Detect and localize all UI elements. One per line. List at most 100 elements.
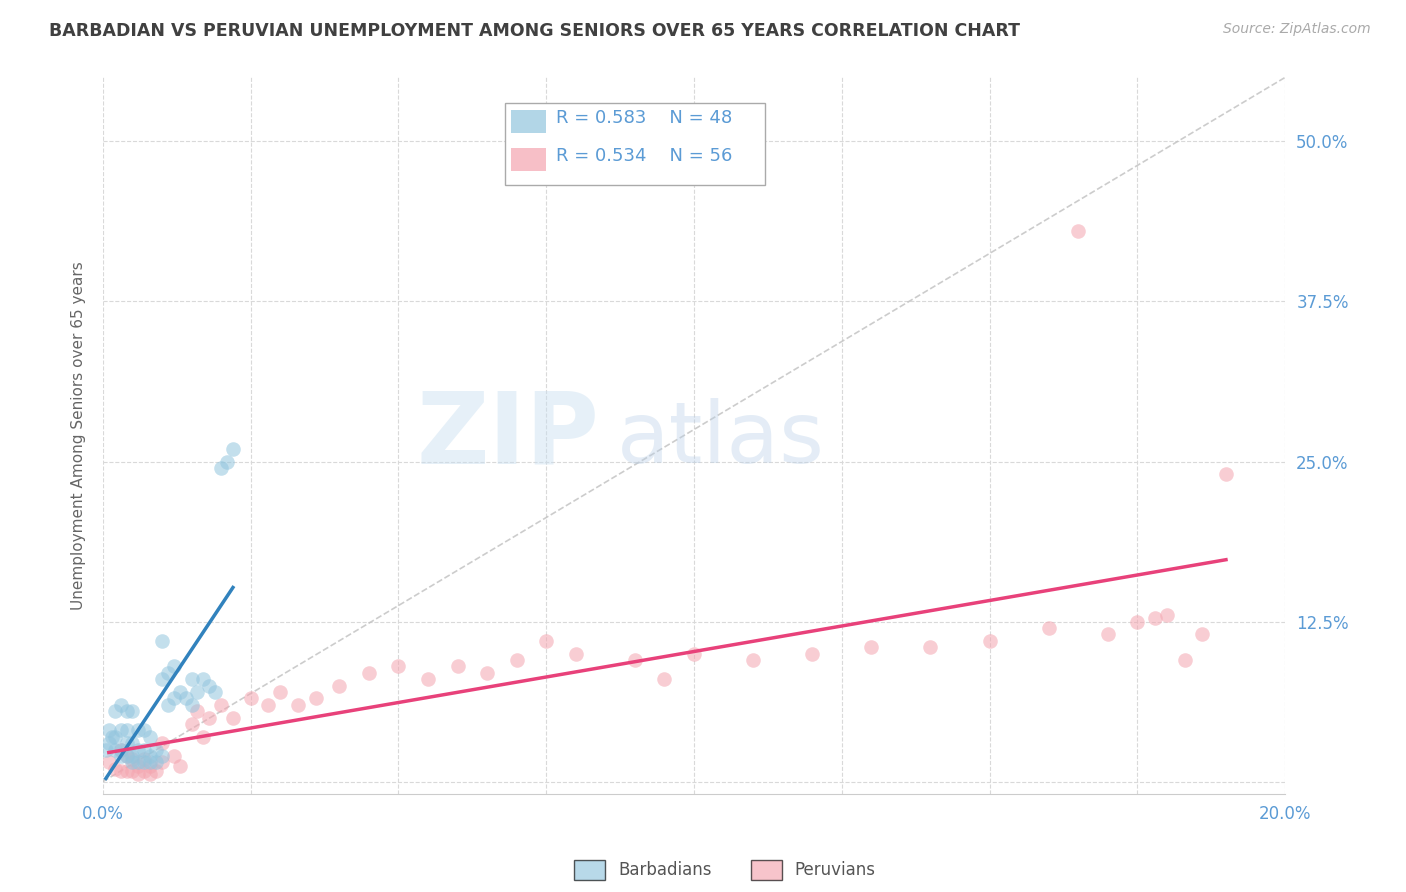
Point	[150, 756, 173, 770]
Point	[134, 751, 156, 765]
Point	[110, 742, 132, 756]
Point	[1038, 621, 1060, 635]
Point	[127, 767, 149, 781]
Point	[110, 748, 132, 763]
Point	[1156, 608, 1178, 623]
Point	[287, 698, 309, 712]
Text: ZIP: ZIP	[416, 387, 599, 484]
Point	[150, 672, 173, 686]
Point	[387, 659, 409, 673]
Point	[97, 723, 120, 738]
Point	[198, 710, 221, 724]
Point	[475, 665, 498, 680]
Point	[104, 704, 127, 718]
Point	[742, 653, 765, 667]
Point	[110, 723, 132, 738]
Point	[215, 454, 238, 468]
Point	[115, 723, 138, 738]
Point	[446, 659, 468, 673]
Point	[209, 461, 232, 475]
Point	[150, 748, 173, 763]
Point	[134, 742, 156, 756]
Text: R = 0.534    N = 56: R = 0.534 N = 56	[555, 147, 733, 165]
Point	[416, 672, 439, 686]
Y-axis label: Unemployment Among Seniors over 65 years: Unemployment Among Seniors over 65 years	[72, 261, 86, 610]
Point	[104, 762, 127, 776]
Point	[180, 717, 202, 731]
Point	[163, 748, 186, 763]
Point	[115, 736, 138, 750]
Point	[169, 685, 191, 699]
Point	[145, 764, 167, 779]
Point	[127, 742, 149, 756]
Point	[145, 742, 167, 756]
Text: Barbadians: Barbadians	[619, 861, 713, 879]
Point	[163, 691, 186, 706]
Point	[110, 742, 132, 756]
Point	[239, 691, 262, 706]
Point	[127, 759, 149, 773]
Text: atlas: atlas	[617, 398, 825, 481]
Point	[920, 640, 942, 654]
Point	[174, 691, 197, 706]
Point	[654, 672, 676, 686]
Point	[97, 756, 120, 770]
Text: Source: ZipAtlas.com: Source: ZipAtlas.com	[1223, 22, 1371, 37]
Point	[193, 730, 215, 744]
Point	[145, 756, 167, 770]
Point	[127, 723, 149, 738]
Point	[134, 764, 156, 779]
Point	[121, 736, 143, 750]
Point	[222, 442, 245, 456]
Point	[357, 665, 380, 680]
Point	[104, 742, 127, 756]
Point	[139, 759, 162, 773]
Point	[134, 756, 156, 770]
Point	[156, 665, 179, 680]
FancyBboxPatch shape	[510, 110, 546, 133]
Point	[624, 653, 647, 667]
Point	[156, 698, 179, 712]
Point	[186, 685, 208, 699]
Point	[139, 767, 162, 781]
Point	[115, 748, 138, 763]
Point	[150, 633, 173, 648]
Point	[127, 756, 149, 770]
Point	[110, 698, 132, 712]
Point	[150, 736, 173, 750]
Point	[121, 748, 143, 763]
Point	[193, 672, 215, 686]
Point	[163, 659, 186, 673]
Point	[115, 764, 138, 779]
Point	[169, 759, 191, 773]
Point	[305, 691, 328, 706]
Point	[209, 698, 232, 712]
Point	[104, 730, 127, 744]
Point	[979, 633, 1001, 648]
Point	[121, 704, 143, 718]
Point	[222, 710, 245, 724]
Text: Peruvians: Peruvians	[794, 861, 876, 879]
Point	[180, 672, 202, 686]
Point	[534, 633, 557, 648]
Text: BARBADIAN VS PERUVIAN UNEMPLOYMENT AMONG SENIORS OVER 65 YEARS CORRELATION CHART: BARBADIAN VS PERUVIAN UNEMPLOYMENT AMONG…	[49, 22, 1021, 40]
Point	[257, 698, 280, 712]
Point	[115, 704, 138, 718]
Point	[204, 685, 226, 699]
FancyBboxPatch shape	[505, 103, 765, 185]
Point	[110, 764, 132, 779]
Point	[1191, 627, 1213, 641]
Point	[115, 748, 138, 763]
Point	[186, 704, 208, 718]
Point	[801, 647, 824, 661]
Point	[134, 723, 156, 738]
Point	[97, 736, 120, 750]
FancyBboxPatch shape	[510, 148, 546, 170]
Point	[683, 647, 706, 661]
Point	[100, 730, 122, 744]
Point	[94, 742, 117, 756]
Point	[269, 685, 291, 699]
Point	[139, 748, 162, 763]
Point	[180, 698, 202, 712]
Point	[1067, 224, 1090, 238]
